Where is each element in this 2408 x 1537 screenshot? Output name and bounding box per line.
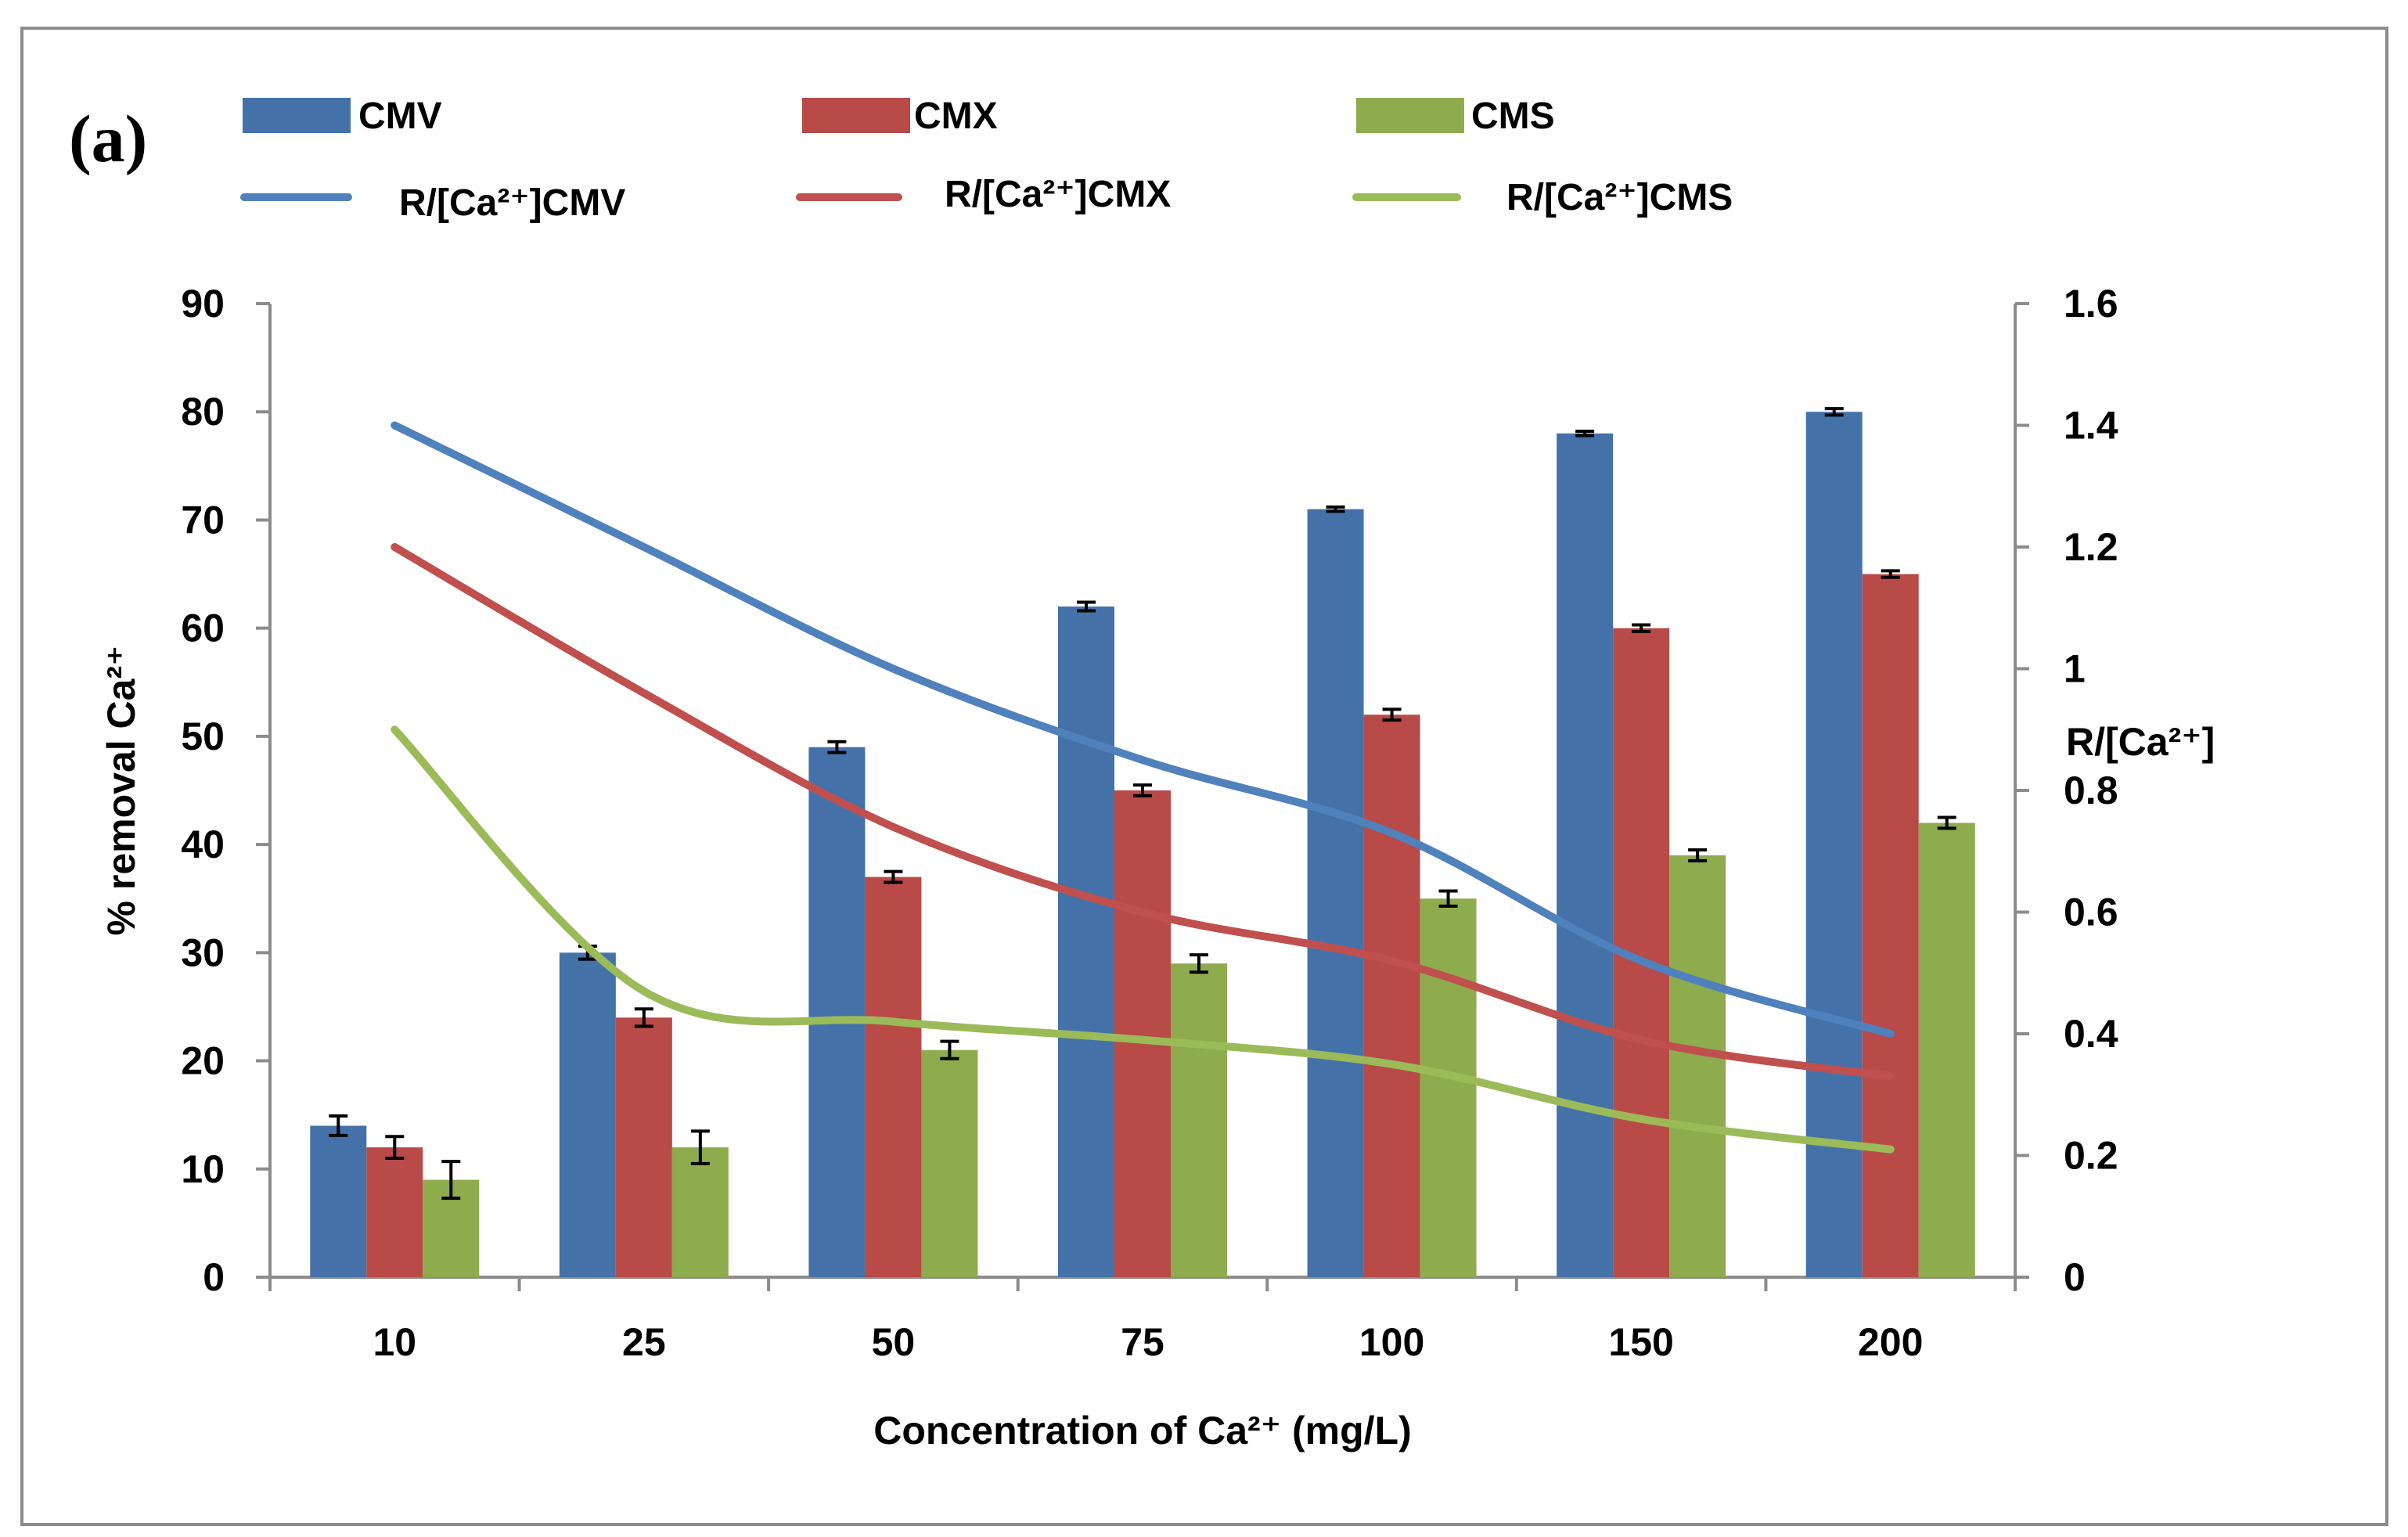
x-axis-title: Concentration of Ca²⁺ (mg/L)	[873, 1409, 1411, 1452]
bar-cmx-10	[366, 1147, 423, 1277]
bar-cmv-100	[1307, 509, 1364, 1277]
bar-cms-75	[1171, 963, 1227, 1277]
y-right-tick-label: 1.2	[2064, 525, 2118, 569]
y-axis-title: % removal Ca²⁺	[99, 646, 143, 936]
error-bar	[634, 1007, 653, 1028]
bar-cmx-50	[865, 876, 922, 1277]
y-right-tick-label: 0.4	[2064, 1012, 2118, 1056]
error-bar	[385, 1135, 405, 1160]
error-bar	[1382, 707, 1402, 722]
error-bar	[1824, 407, 1844, 417]
error-bar	[1326, 505, 1345, 513]
error-bar	[1688, 848, 1708, 862]
bar-cmv-75	[1058, 607, 1114, 1277]
legend-swatch-cms	[1356, 98, 1464, 133]
bar-cms-100	[1420, 898, 1477, 1277]
x-tick-label: 100	[1359, 1320, 1424, 1364]
x-tick-label: 150	[1608, 1320, 1673, 1364]
bar-cms-50	[921, 1049, 978, 1277]
legend: CMV CMX CMS R/[Ca²⁺]CMV R/[Ca²⁺]CMX R/[C…	[240, 95, 1733, 224]
line-series-2	[391, 725, 1895, 1154]
y-right-tick-label: 1.4	[2064, 404, 2118, 448]
bar-cms-150	[1669, 855, 1726, 1277]
legend-label-cmv: CMV	[358, 95, 442, 137]
x-tick-label: 25	[622, 1320, 666, 1364]
error-bar	[1438, 889, 1458, 908]
x-tick-label: 50	[872, 1320, 916, 1364]
error-bar	[1190, 953, 1208, 974]
line-series-1	[391, 543, 1895, 1081]
panel-label: (a)	[69, 101, 147, 176]
y-tick-label: 20	[181, 1039, 225, 1083]
error-bar	[1077, 600, 1096, 613]
y-right-tick-label: 1.6	[2064, 282, 2118, 326]
y-tick-label: 30	[181, 930, 225, 974]
y-tick-label: 40	[181, 822, 225, 866]
bar-cmx-200	[1862, 574, 1919, 1277]
error-bar	[884, 869, 903, 884]
y-tick-label: 0	[203, 1255, 225, 1299]
legend-label-cmx: CMX	[914, 95, 998, 137]
legend-label-cms: CMS	[1471, 95, 1555, 137]
y-right-tick-label: 0.6	[2064, 891, 2118, 934]
error-bar	[441, 1160, 461, 1200]
bar-cms-200	[1918, 822, 1975, 1277]
bar-cmx-100	[1363, 715, 1420, 1277]
y-tick-label: 90	[181, 282, 225, 326]
x-tick-label: 10	[373, 1320, 416, 1364]
bar-cmx-25	[615, 1017, 672, 1277]
bar-cmv-150	[1557, 433, 1614, 1277]
y-tick-label: 70	[181, 498, 225, 542]
legend-label-r-cmv: R/[Ca²⁺]CMV	[399, 182, 625, 224]
error-bar	[690, 1129, 710, 1165]
y-tick-label: 80	[181, 390, 225, 434]
x-tick-label: 200	[1858, 1320, 1923, 1364]
bar-cmv-25	[559, 952, 616, 1277]
y-right-tick-label: 0.2	[2064, 1134, 2118, 1178]
line-series-0	[391, 421, 1895, 1038]
x-tick-label: 75	[1121, 1320, 1164, 1364]
legend-label-r-cmx: R/[Ca²⁺]CMX	[945, 174, 1171, 215]
error-bar	[1575, 430, 1595, 437]
bar-cmv-200	[1805, 412, 1863, 1278]
error-bar	[1133, 783, 1152, 797]
error-bar	[940, 1039, 959, 1060]
lines	[391, 421, 1895, 1154]
y-right-tick-label: 1	[2064, 647, 2086, 691]
error-bar	[1937, 815, 1956, 830]
y-axis-right-title: R/[Ca²⁺]	[2066, 720, 2215, 764]
axes: 0 10 20 30 40 50 60 70 80 90 0 0.2 0.4 0.6 0.8 1 1.2 1.4 1…	[181, 282, 2118, 1364]
y-right-tick-label: 0	[2064, 1255, 2086, 1299]
bar-cms-25	[671, 1147, 729, 1277]
y-tick-label: 60	[181, 607, 225, 650]
error-bar	[329, 1114, 348, 1137]
legend-swatch-cmv	[243, 98, 351, 133]
bar-cmx-75	[1114, 790, 1171, 1277]
legend-label-r-cms: R/[Ca²⁺]CMS	[1506, 177, 1733, 218]
error-bar	[1632, 623, 1651, 633]
bar-cmv-50	[808, 747, 866, 1277]
bar-cmv-10	[310, 1125, 367, 1277]
y-tick-label: 50	[181, 715, 225, 758]
y-right-tick-label: 0.8	[2064, 768, 2118, 812]
error-bar	[827, 740, 847, 754]
error-bar	[1881, 569, 1900, 579]
legend-swatch-cmx	[802, 98, 910, 133]
y-tick-label: 10	[181, 1147, 225, 1191]
